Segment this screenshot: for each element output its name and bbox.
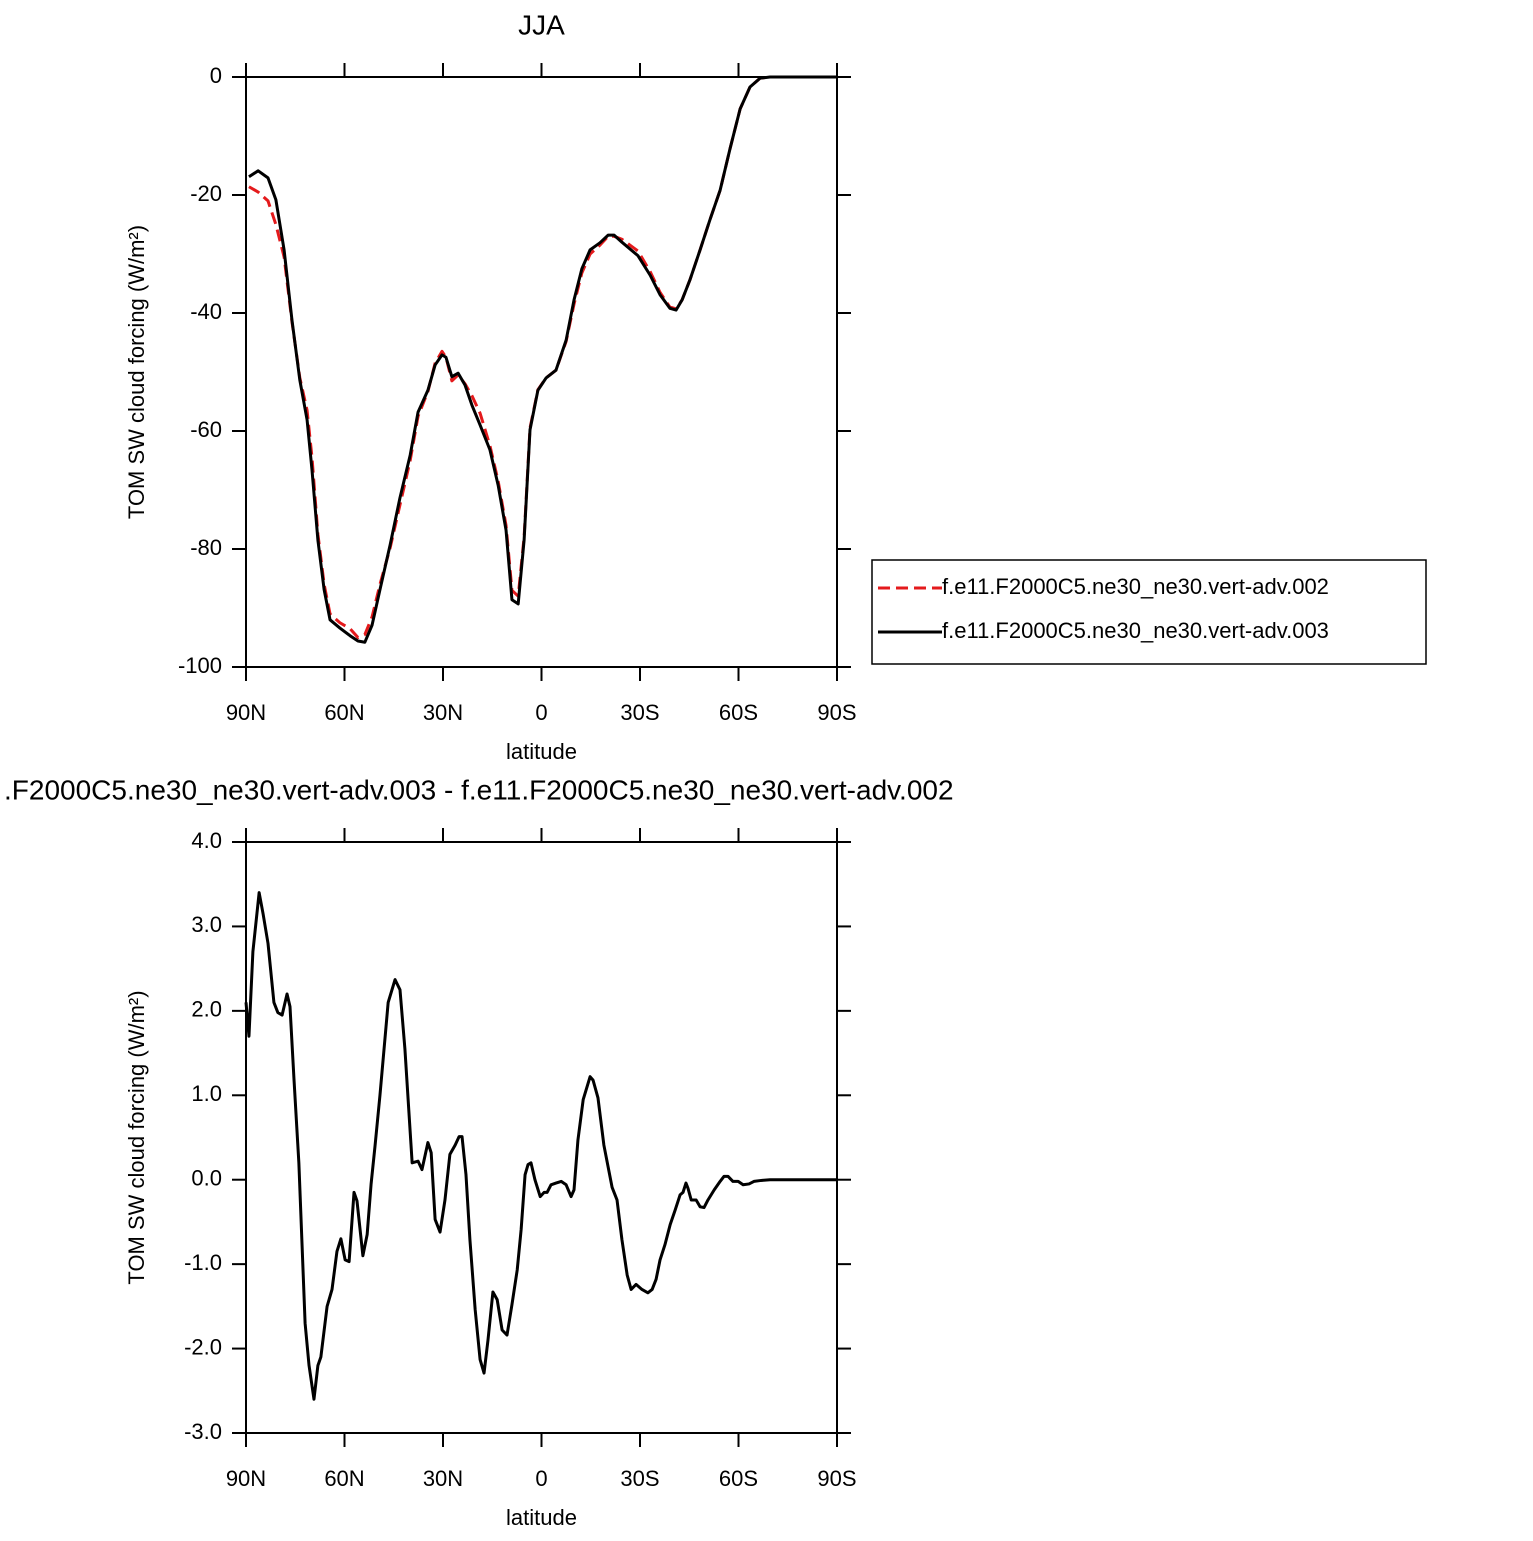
- line-series: [248, 75, 837, 644]
- y-tick-label: 0: [210, 63, 222, 88]
- y-axis-label: TOM SW cloud forcing (W/m²): [124, 225, 149, 519]
- y-tick-label: -3.0: [184, 1419, 222, 1444]
- chart-title: .F2000C5.ne30_ne30.vert-adv.003 - f.e11.…: [4, 774, 954, 805]
- x-tick-label: 30N: [423, 700, 463, 725]
- x-tick-label: 90S: [817, 700, 856, 725]
- y-tick-label: -2.0: [184, 1334, 222, 1359]
- line-series: [248, 75, 837, 639]
- x-tick-label: 0: [535, 1466, 547, 1491]
- x-tick-label: 30N: [423, 1466, 463, 1491]
- y-tick-label: 0.0: [191, 1166, 222, 1191]
- x-tick-label: 30S: [620, 700, 659, 725]
- plot-frame: [245, 76, 838, 668]
- x-tick-label: 60S: [719, 700, 758, 725]
- y-tick-label: -100: [178, 653, 222, 678]
- y-tick-label: 1.0: [191, 1081, 222, 1106]
- plot-frame: [245, 841, 838, 1434]
- x-tick-label: 90N: [226, 1466, 266, 1491]
- x-tick-label: 90N: [226, 700, 266, 725]
- y-tick-label: -1.0: [184, 1250, 222, 1275]
- x-axis-label: latitude: [506, 1505, 577, 1530]
- x-tick-label: 60N: [324, 700, 364, 725]
- y-tick-label: -80: [190, 535, 222, 560]
- x-tick-label: 90S: [817, 1466, 856, 1491]
- x-tick-label: 30S: [620, 1466, 659, 1491]
- line-series: [244, 891, 837, 1401]
- y-tick-label: 3.0: [191, 912, 222, 937]
- x-tick-label: 60S: [719, 1466, 758, 1491]
- y-tick-label: -20: [190, 181, 222, 206]
- y-tick-label: 4.0: [191, 828, 222, 853]
- x-tick-label: 60N: [324, 1466, 364, 1491]
- y-tick-label: -40: [190, 299, 222, 324]
- legend-label: f.e11.F2000C5.ne30_ne30.vert-adv.002: [942, 574, 1329, 599]
- legend-box: [871, 559, 1427, 665]
- legend-label: f.e11.F2000C5.ne30_ne30.vert-adv.003: [942, 618, 1329, 643]
- x-tick-label: 0: [535, 700, 547, 725]
- y-tick-label: -60: [190, 417, 222, 442]
- y-axis-label: TOM SW cloud forcing (W/m²): [124, 990, 149, 1284]
- y-tick-label: 2.0: [191, 997, 222, 1022]
- chart-title: JJA: [518, 9, 565, 40]
- x-axis-label: latitude: [506, 739, 577, 764]
